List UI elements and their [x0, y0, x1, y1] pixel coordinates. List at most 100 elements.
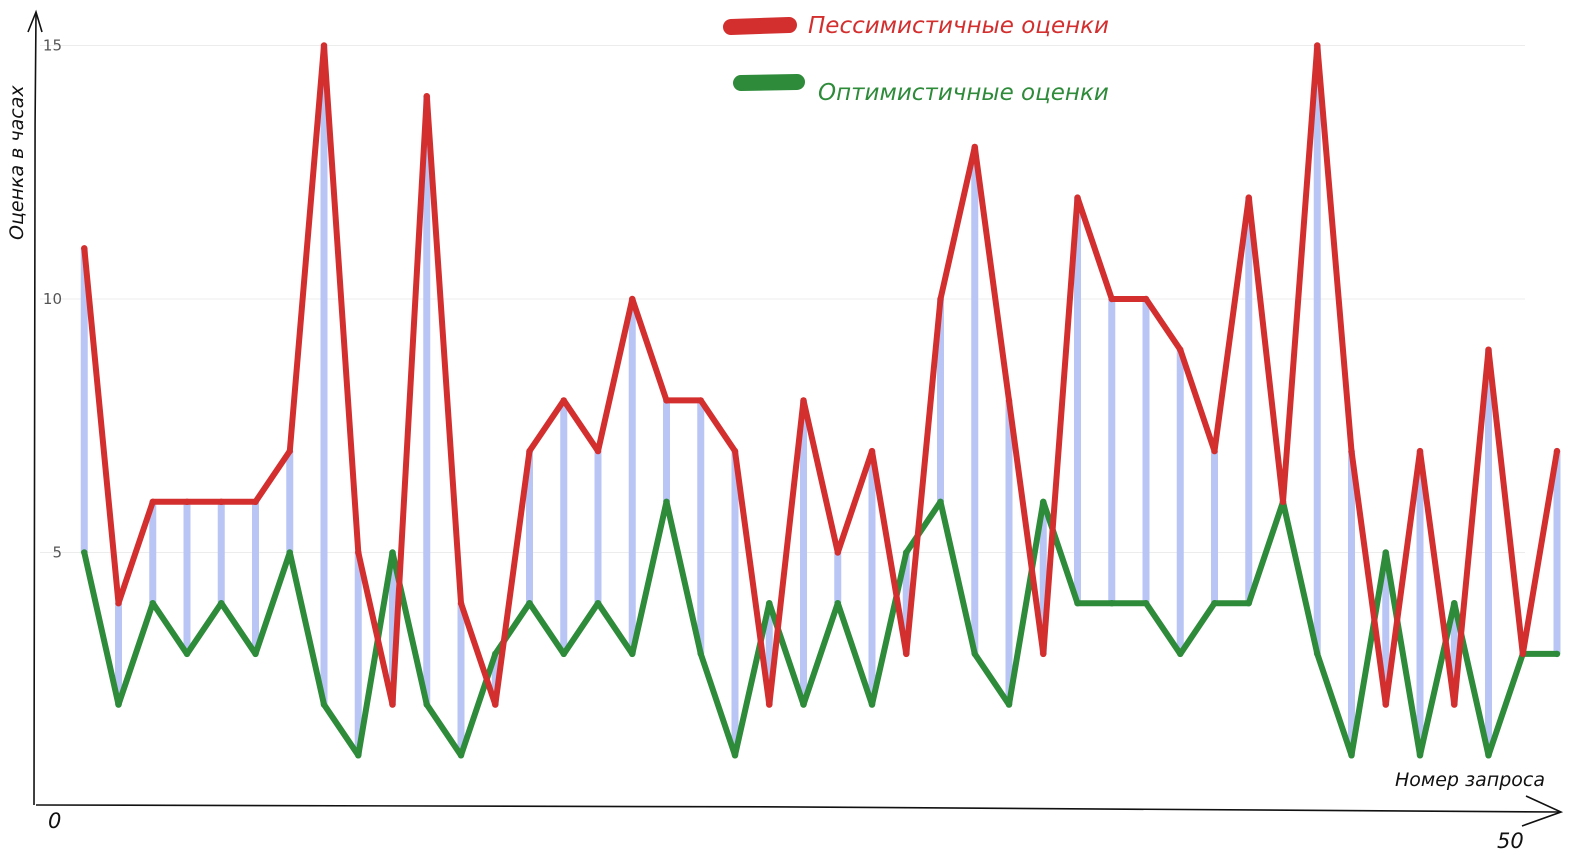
point-pessimistic — [252, 498, 259, 505]
point-pessimistic — [1074, 194, 1081, 201]
point-pessimistic — [320, 42, 328, 49]
point-pessimistic — [903, 650, 910, 658]
point-optimistic — [937, 498, 944, 505]
legend: Пессимистичные оценки Оптимистичные оцен… — [723, 13, 1109, 106]
point-optimistic — [629, 650, 636, 658]
point-optimistic — [1382, 549, 1389, 556]
point-optimistic — [1416, 752, 1424, 759]
point-optimistic — [149, 600, 156, 607]
point-pessimistic — [218, 498, 225, 505]
point-optimistic — [457, 752, 465, 759]
y-axis-line — [33, 13, 37, 806]
point-pessimistic — [286, 447, 293, 455]
point-pessimistic — [355, 549, 362, 556]
point-optimistic — [1074, 600, 1081, 607]
point-pessimistic — [1382, 701, 1389, 708]
point-pessimistic — [149, 498, 156, 505]
point-optimistic — [183, 650, 191, 658]
legend-label-optimistic: Оптимистичные оценки — [818, 80, 1109, 106]
point-pessimistic — [423, 93, 430, 100]
point-optimistic — [492, 650, 499, 658]
point-optimistic — [1211, 600, 1218, 607]
legend-swatch-pessimistic — [723, 17, 797, 35]
point-pessimistic — [594, 447, 602, 455]
point-optimistic — [1451, 600, 1458, 607]
point-optimistic — [594, 600, 602, 607]
point-pessimistic — [457, 600, 465, 607]
point-pessimistic — [1142, 295, 1150, 303]
point-optimistic — [731, 752, 739, 759]
point-pessimistic — [1519, 650, 1526, 658]
point-pessimistic — [1485, 346, 1492, 353]
point-pessimistic — [115, 600, 122, 607]
point-pessimistic — [492, 701, 499, 708]
point-pessimistic — [560, 397, 567, 404]
point-pessimistic — [183, 498, 191, 505]
y-tick-label: 5 — [52, 544, 62, 562]
x-axis-title: Номер запроса — [1395, 769, 1545, 791]
legend-swatch-optimistic — [733, 74, 805, 91]
point-pessimistic — [526, 447, 533, 455]
y-tick-labels: 5 10 15 — [43, 37, 62, 562]
point-pessimistic — [663, 397, 670, 404]
series-line-pessimistic — [81, 42, 1560, 708]
point-pessimistic — [1108, 295, 1115, 303]
point-optimistic — [868, 701, 876, 708]
point-optimistic — [800, 701, 807, 708]
x-axis-arrow-icon — [1521, 795, 1564, 827]
point-optimistic — [320, 701, 328, 708]
y-tick-label: 10 — [43, 290, 62, 308]
point-pessimistic — [629, 295, 636, 303]
point-optimistic — [1553, 650, 1561, 658]
point-optimistic — [252, 650, 259, 658]
point-optimistic — [1005, 701, 1013, 708]
point-optimistic — [1040, 498, 1047, 505]
point-optimistic — [355, 752, 362, 759]
point-pessimistic — [697, 397, 704, 404]
point-optimistic — [697, 650, 704, 658]
point-pessimistic — [1040, 650, 1047, 658]
point-pessimistic — [766, 701, 773, 708]
legend-label-pessimistic: Пессимистичные оценки — [808, 13, 1109, 39]
point-pessimistic — [1177, 346, 1184, 353]
point-optimistic — [218, 600, 225, 607]
series-line-optimistic — [81, 498, 1560, 759]
y-axis-title: Оценка в часах — [6, 85, 28, 240]
point-optimistic — [834, 600, 841, 607]
gridlines — [40, 45, 1525, 553]
point-optimistic — [1177, 650, 1184, 658]
point-pessimistic — [81, 245, 88, 252]
point-optimistic — [766, 600, 773, 607]
point-optimistic — [526, 600, 533, 607]
point-pessimistic — [971, 143, 978, 151]
point-optimistic — [1314, 650, 1321, 658]
point-optimistic — [1108, 600, 1115, 607]
point-pessimistic — [800, 397, 807, 404]
point-pessimistic — [1348, 447, 1355, 455]
point-optimistic — [1348, 752, 1355, 759]
point-optimistic — [389, 549, 396, 556]
point-optimistic — [423, 701, 430, 708]
point-pessimistic — [1451, 701, 1458, 708]
point-pessimistic — [937, 295, 944, 303]
point-pessimistic — [834, 549, 841, 556]
point-pessimistic — [1279, 498, 1287, 505]
point-optimistic — [663, 498, 670, 505]
point-optimistic — [115, 701, 122, 708]
point-optimistic — [903, 549, 910, 556]
range-bars — [80, 45, 1561, 756]
y-axis-arrow-icon — [27, 9, 43, 33]
x-end-label: 50 — [1497, 829, 1524, 853]
point-pessimistic — [1553, 447, 1561, 455]
point-pessimistic — [868, 447, 876, 455]
point-pessimistic — [1211, 447, 1218, 455]
point-pessimistic — [1245, 194, 1252, 201]
point-optimistic — [286, 549, 293, 556]
point-optimistic — [1485, 752, 1492, 759]
x-start-label: 0 — [48, 809, 61, 833]
point-optimistic — [560, 650, 567, 658]
point-optimistic — [1142, 600, 1150, 607]
point-optimistic — [81, 549, 88, 556]
point-pessimistic — [1416, 447, 1424, 455]
